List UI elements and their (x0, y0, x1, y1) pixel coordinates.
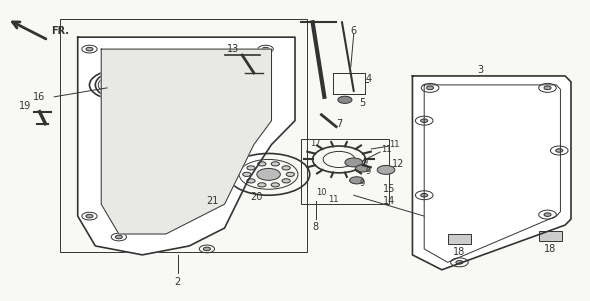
Text: 18: 18 (545, 244, 556, 254)
Circle shape (257, 168, 280, 180)
Circle shape (258, 183, 266, 187)
Polygon shape (412, 76, 571, 270)
Circle shape (271, 162, 280, 166)
Circle shape (338, 96, 352, 103)
Circle shape (115, 235, 122, 239)
Circle shape (427, 86, 434, 90)
Circle shape (282, 179, 290, 183)
Text: 8: 8 (313, 222, 319, 231)
Text: 20: 20 (251, 192, 263, 202)
Text: 18: 18 (453, 247, 466, 257)
Bar (60, 19, 307, 252)
Circle shape (258, 162, 266, 166)
Circle shape (556, 149, 563, 152)
Polygon shape (101, 49, 271, 234)
Text: 4: 4 (365, 74, 372, 84)
Circle shape (544, 86, 551, 90)
Circle shape (345, 158, 362, 167)
Text: FR.: FR. (51, 26, 69, 36)
Text: 2: 2 (175, 277, 181, 287)
Circle shape (356, 165, 369, 172)
Circle shape (421, 119, 428, 123)
Bar (448, 234, 471, 244)
Circle shape (286, 172, 294, 176)
Text: 12: 12 (392, 159, 404, 169)
Text: 19: 19 (19, 101, 31, 111)
Circle shape (350, 177, 363, 184)
Text: 21: 21 (206, 196, 219, 206)
Bar (539, 231, 562, 241)
Circle shape (271, 183, 280, 187)
Bar (333, 73, 365, 94)
Text: 3: 3 (477, 65, 483, 75)
Circle shape (166, 118, 201, 135)
Circle shape (86, 47, 93, 51)
Text: 9: 9 (366, 167, 371, 176)
Text: 7: 7 (336, 119, 342, 129)
Text: 5: 5 (359, 98, 366, 108)
Circle shape (421, 194, 428, 197)
Circle shape (262, 172, 269, 176)
Circle shape (262, 47, 269, 51)
Bar (301, 138, 389, 204)
Circle shape (456, 261, 463, 264)
Text: 9: 9 (363, 158, 368, 167)
Circle shape (86, 214, 93, 218)
Text: 14: 14 (383, 196, 395, 206)
Text: 11: 11 (381, 144, 391, 154)
Polygon shape (78, 37, 295, 255)
Circle shape (247, 179, 255, 183)
Text: 9: 9 (360, 179, 365, 188)
Circle shape (377, 166, 395, 174)
Circle shape (247, 166, 255, 170)
Text: 11: 11 (389, 140, 400, 149)
Text: 17: 17 (310, 138, 321, 147)
Text: 15: 15 (383, 184, 395, 194)
Circle shape (204, 247, 211, 251)
Text: 11: 11 (328, 195, 339, 204)
Text: 16: 16 (34, 92, 45, 102)
Text: 6: 6 (350, 26, 357, 36)
Circle shape (282, 166, 290, 170)
Circle shape (113, 79, 136, 91)
Circle shape (242, 172, 251, 176)
Text: 10: 10 (316, 188, 327, 197)
Text: 13: 13 (227, 44, 240, 54)
Circle shape (544, 213, 551, 216)
